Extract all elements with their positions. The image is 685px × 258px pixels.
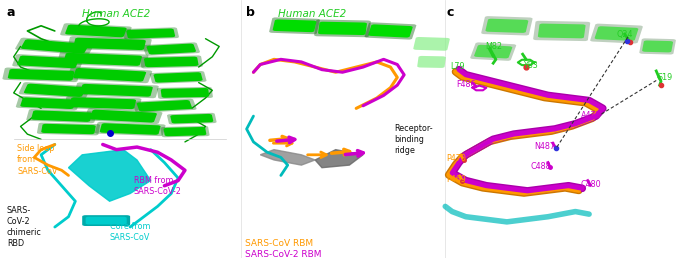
FancyBboxPatch shape xyxy=(132,99,197,113)
FancyBboxPatch shape xyxy=(12,54,84,70)
Polygon shape xyxy=(68,150,151,201)
Polygon shape xyxy=(260,150,315,165)
FancyBboxPatch shape xyxy=(8,69,75,81)
FancyBboxPatch shape xyxy=(161,88,209,98)
Text: Receptor-
binding
ridge: Receptor- binding ridge xyxy=(394,124,432,155)
Text: SARS-
CoV-2
chimeric
RBD: SARS- CoV-2 chimeric RBD xyxy=(7,206,42,248)
FancyBboxPatch shape xyxy=(80,84,153,97)
FancyBboxPatch shape xyxy=(57,51,149,67)
FancyBboxPatch shape xyxy=(167,113,216,125)
FancyBboxPatch shape xyxy=(90,110,157,123)
FancyBboxPatch shape xyxy=(470,42,516,61)
Text: S19: S19 xyxy=(658,73,673,82)
FancyBboxPatch shape xyxy=(639,38,676,54)
Text: c: c xyxy=(447,6,454,19)
FancyBboxPatch shape xyxy=(364,22,416,39)
FancyBboxPatch shape xyxy=(64,96,141,110)
Text: Y83: Y83 xyxy=(523,61,538,69)
FancyBboxPatch shape xyxy=(82,215,130,226)
FancyBboxPatch shape xyxy=(417,56,446,68)
FancyBboxPatch shape xyxy=(15,38,95,55)
FancyBboxPatch shape xyxy=(26,109,97,123)
FancyBboxPatch shape xyxy=(595,26,638,41)
FancyBboxPatch shape xyxy=(481,16,533,36)
FancyBboxPatch shape xyxy=(269,17,320,34)
FancyBboxPatch shape xyxy=(153,72,203,83)
FancyBboxPatch shape xyxy=(100,123,160,135)
FancyBboxPatch shape xyxy=(16,96,80,110)
FancyBboxPatch shape xyxy=(147,44,196,54)
FancyBboxPatch shape xyxy=(65,25,127,37)
Text: P470: P470 xyxy=(447,154,466,163)
FancyBboxPatch shape xyxy=(18,82,91,99)
Text: Q24: Q24 xyxy=(616,30,633,38)
Text: M82: M82 xyxy=(485,42,502,51)
FancyBboxPatch shape xyxy=(590,24,643,43)
FancyBboxPatch shape xyxy=(21,97,75,109)
FancyBboxPatch shape xyxy=(413,37,450,51)
FancyBboxPatch shape xyxy=(73,68,146,82)
FancyBboxPatch shape xyxy=(86,217,127,224)
Text: a: a xyxy=(7,6,15,19)
FancyBboxPatch shape xyxy=(74,82,159,98)
FancyBboxPatch shape xyxy=(41,124,96,134)
Bar xyxy=(0,0,241,258)
FancyBboxPatch shape xyxy=(137,100,192,111)
FancyBboxPatch shape xyxy=(84,108,162,124)
FancyBboxPatch shape xyxy=(642,41,673,52)
FancyBboxPatch shape xyxy=(160,126,210,137)
FancyBboxPatch shape xyxy=(95,122,166,136)
FancyBboxPatch shape xyxy=(73,38,146,50)
FancyBboxPatch shape xyxy=(474,45,512,58)
FancyBboxPatch shape xyxy=(533,21,590,41)
Text: Human ACE2: Human ACE2 xyxy=(278,9,347,19)
Text: F486: F486 xyxy=(456,80,475,89)
FancyBboxPatch shape xyxy=(123,27,179,40)
FancyBboxPatch shape xyxy=(37,123,100,135)
FancyBboxPatch shape xyxy=(157,87,213,99)
Text: SARS-CoV RBM: SARS-CoV RBM xyxy=(245,239,313,248)
Text: L79: L79 xyxy=(451,62,465,71)
FancyBboxPatch shape xyxy=(60,23,132,39)
FancyBboxPatch shape xyxy=(67,36,152,52)
FancyBboxPatch shape xyxy=(64,53,142,66)
FancyBboxPatch shape xyxy=(142,42,200,56)
FancyBboxPatch shape xyxy=(126,28,175,39)
Polygon shape xyxy=(315,150,363,168)
FancyBboxPatch shape xyxy=(171,114,213,123)
FancyBboxPatch shape xyxy=(318,22,367,35)
Text: A475: A475 xyxy=(581,111,601,119)
FancyBboxPatch shape xyxy=(140,55,203,68)
FancyBboxPatch shape xyxy=(369,24,412,38)
Text: P469: P469 xyxy=(447,175,466,184)
Text: Side loop
from
SARS-CoV: Side loop from SARS-CoV xyxy=(17,144,58,175)
Text: b: b xyxy=(246,6,255,19)
Text: Human ACE2: Human ACE2 xyxy=(82,9,151,19)
FancyBboxPatch shape xyxy=(538,23,586,38)
Text: Core from
SARS-CoV: Core from SARS-CoV xyxy=(110,222,150,242)
FancyBboxPatch shape xyxy=(164,127,206,136)
FancyBboxPatch shape xyxy=(486,19,528,33)
FancyBboxPatch shape xyxy=(144,57,199,67)
Text: SARS-CoV-2 RBM: SARS-CoV-2 RBM xyxy=(245,250,322,258)
FancyBboxPatch shape xyxy=(67,67,152,83)
Text: C480: C480 xyxy=(581,180,601,189)
FancyBboxPatch shape xyxy=(24,84,86,97)
FancyBboxPatch shape xyxy=(149,71,207,84)
Text: C488: C488 xyxy=(531,162,551,171)
FancyBboxPatch shape xyxy=(32,110,92,122)
FancyBboxPatch shape xyxy=(21,39,89,54)
FancyBboxPatch shape xyxy=(17,56,79,68)
FancyBboxPatch shape xyxy=(273,19,316,32)
FancyBboxPatch shape xyxy=(3,68,79,82)
Text: RBM from
SARS-CoV-2: RBM from SARS-CoV-2 xyxy=(134,176,182,196)
Text: N487: N487 xyxy=(534,142,556,151)
FancyBboxPatch shape xyxy=(69,97,136,109)
FancyBboxPatch shape xyxy=(314,20,371,37)
Bar xyxy=(445,0,685,258)
Bar xyxy=(244,0,444,258)
